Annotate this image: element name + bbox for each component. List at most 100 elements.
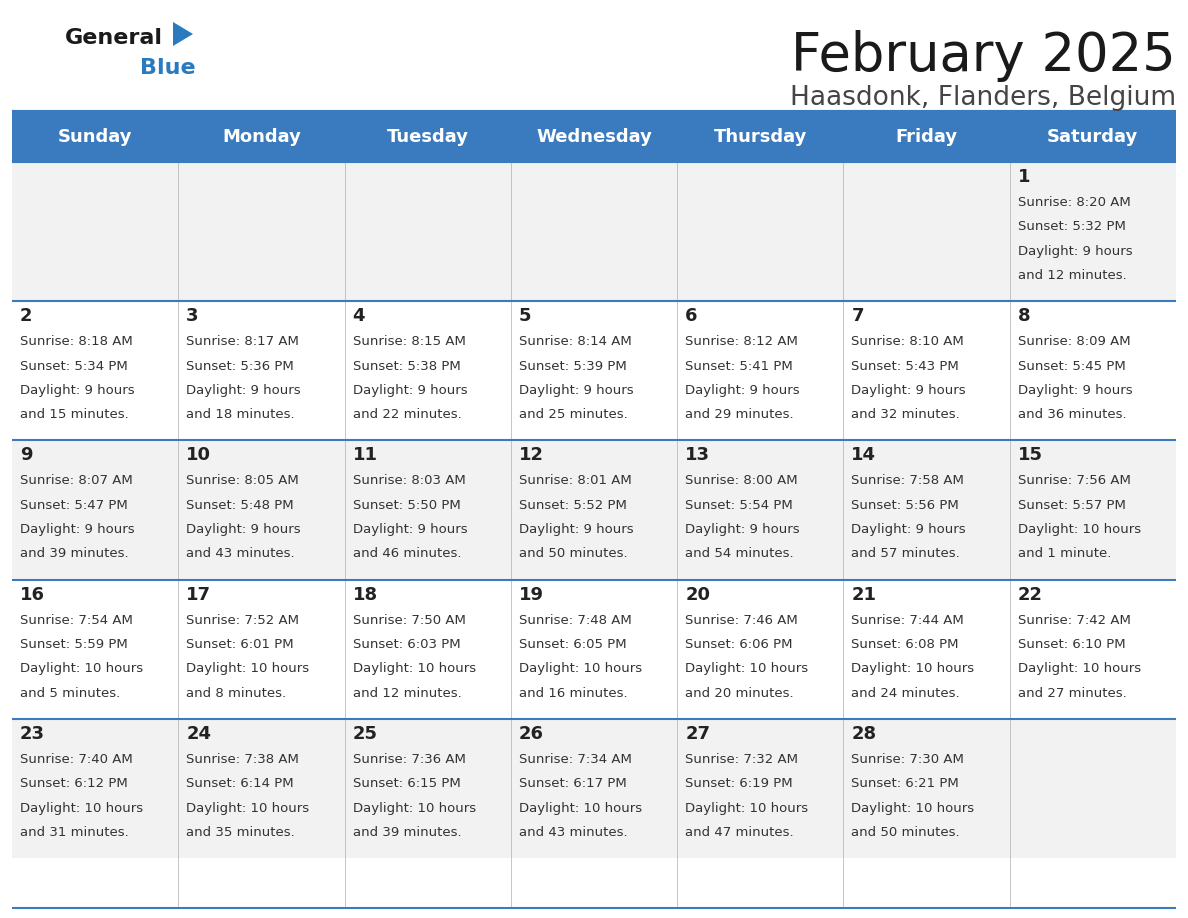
Bar [511, 162, 677, 301]
Text: Daylight: 9 hours: Daylight: 9 hours [187, 384, 301, 397]
Bar [1010, 162, 1176, 301]
Text: Daylight: 10 hours: Daylight: 10 hours [20, 801, 143, 814]
Text: and 27 minutes.: and 27 minutes. [1018, 687, 1126, 700]
Text: Daylight: 10 hours: Daylight: 10 hours [20, 662, 143, 676]
Text: Sunset: 6:08 PM: Sunset: 6:08 PM [852, 638, 959, 651]
Text: 14: 14 [852, 446, 877, 465]
Text: Daylight: 9 hours: Daylight: 9 hours [519, 523, 633, 536]
Bar [677, 719, 843, 858]
Bar [1010, 301, 1176, 441]
Text: and 32 minutes.: and 32 minutes. [852, 409, 960, 421]
Bar [178, 112, 345, 162]
Bar [843, 112, 1010, 162]
Text: 24: 24 [187, 725, 211, 743]
Text: 7: 7 [852, 308, 864, 325]
Bar [677, 301, 843, 441]
Text: and 50 minutes.: and 50 minutes. [852, 826, 960, 839]
Text: Daylight: 9 hours: Daylight: 9 hours [353, 384, 467, 397]
Bar [12, 441, 178, 579]
Bar [345, 162, 511, 301]
Text: Sunset: 5:59 PM: Sunset: 5:59 PM [20, 638, 128, 651]
Text: Friday: Friday [896, 128, 958, 146]
Text: Sunset: 5:56 PM: Sunset: 5:56 PM [852, 498, 959, 511]
Bar [677, 579, 843, 719]
Bar [1010, 441, 1176, 579]
Bar [345, 579, 511, 719]
Text: 19: 19 [519, 586, 544, 604]
Text: Sunset: 6:17 PM: Sunset: 6:17 PM [519, 778, 626, 790]
Bar [511, 441, 677, 579]
Text: Sunset: 6:06 PM: Sunset: 6:06 PM [685, 638, 792, 651]
Bar [511, 719, 677, 858]
Text: Sunrise: 8:17 AM: Sunrise: 8:17 AM [187, 335, 299, 348]
Text: Daylight: 9 hours: Daylight: 9 hours [685, 384, 800, 397]
Text: Sunset: 5:34 PM: Sunset: 5:34 PM [20, 360, 128, 373]
Text: Haasdonk, Flanders, Belgium: Haasdonk, Flanders, Belgium [790, 85, 1176, 111]
Text: and 47 minutes.: and 47 minutes. [685, 826, 794, 839]
Text: Daylight: 10 hours: Daylight: 10 hours [852, 662, 974, 676]
Bar [677, 162, 843, 301]
Text: Wednesday: Wednesday [536, 128, 652, 146]
Text: Daylight: 10 hours: Daylight: 10 hours [852, 801, 974, 814]
Text: and 35 minutes.: and 35 minutes. [187, 826, 295, 839]
Text: and 18 minutes.: and 18 minutes. [187, 409, 295, 421]
Text: Sunset: 6:12 PM: Sunset: 6:12 PM [20, 778, 128, 790]
Bar [345, 719, 511, 858]
Text: Sunset: 5:47 PM: Sunset: 5:47 PM [20, 498, 128, 511]
Bar [677, 441, 843, 579]
Text: Monday: Monday [222, 128, 301, 146]
Text: Sunrise: 7:40 AM: Sunrise: 7:40 AM [20, 753, 133, 766]
Text: Sunset: 5:39 PM: Sunset: 5:39 PM [519, 360, 626, 373]
Text: Saturday: Saturday [1048, 128, 1138, 146]
Text: Daylight: 10 hours: Daylight: 10 hours [1018, 662, 1140, 676]
Text: and 29 minutes.: and 29 minutes. [685, 409, 794, 421]
Bar [1010, 112, 1176, 162]
Text: and 5 minutes.: and 5 minutes. [20, 687, 120, 700]
Text: 4: 4 [353, 308, 365, 325]
Text: and 8 minutes.: and 8 minutes. [187, 687, 286, 700]
Text: Daylight: 9 hours: Daylight: 9 hours [519, 384, 633, 397]
Text: Tuesday: Tuesday [387, 128, 469, 146]
Text: 16: 16 [20, 586, 45, 604]
Bar [12, 579, 178, 719]
Text: Sunrise: 7:38 AM: Sunrise: 7:38 AM [187, 753, 299, 766]
Text: Daylight: 9 hours: Daylight: 9 hours [852, 523, 966, 536]
Text: Sunset: 6:19 PM: Sunset: 6:19 PM [685, 778, 792, 790]
Text: and 25 minutes.: and 25 minutes. [519, 409, 627, 421]
Text: Sunrise: 8:03 AM: Sunrise: 8:03 AM [353, 475, 466, 487]
Text: Sunrise: 8:20 AM: Sunrise: 8:20 AM [1018, 196, 1131, 209]
Text: Sunrise: 7:36 AM: Sunrise: 7:36 AM [353, 753, 466, 766]
Text: 18: 18 [353, 586, 378, 604]
Bar [345, 112, 511, 162]
Text: 3: 3 [187, 308, 198, 325]
Bar [178, 579, 345, 719]
Text: Sunrise: 8:07 AM: Sunrise: 8:07 AM [20, 475, 133, 487]
Text: Daylight: 10 hours: Daylight: 10 hours [519, 801, 642, 814]
Bar [345, 441, 511, 579]
Text: 20: 20 [685, 586, 710, 604]
Text: 6: 6 [685, 308, 697, 325]
Text: Sunset: 5:38 PM: Sunset: 5:38 PM [353, 360, 460, 373]
Text: Sunrise: 8:05 AM: Sunrise: 8:05 AM [187, 475, 299, 487]
Text: Sunset: 5:41 PM: Sunset: 5:41 PM [685, 360, 792, 373]
Text: and 1 minute.: and 1 minute. [1018, 547, 1111, 561]
Bar [511, 579, 677, 719]
Text: Sunset: 5:36 PM: Sunset: 5:36 PM [187, 360, 295, 373]
Text: and 57 minutes.: and 57 minutes. [852, 547, 960, 561]
Text: Sunrise: 8:01 AM: Sunrise: 8:01 AM [519, 475, 632, 487]
Text: and 36 minutes.: and 36 minutes. [1018, 409, 1126, 421]
Text: Daylight: 10 hours: Daylight: 10 hours [685, 662, 808, 676]
Text: and 39 minutes.: and 39 minutes. [353, 826, 461, 839]
Text: 22: 22 [1018, 586, 1043, 604]
Text: and 43 minutes.: and 43 minutes. [187, 547, 295, 561]
Text: and 31 minutes.: and 31 minutes. [20, 826, 128, 839]
Text: Daylight: 9 hours: Daylight: 9 hours [1018, 245, 1132, 258]
Bar [677, 112, 843, 162]
Bar [345, 301, 511, 441]
Text: and 39 minutes.: and 39 minutes. [20, 547, 128, 561]
Text: and 46 minutes.: and 46 minutes. [353, 547, 461, 561]
Text: Daylight: 10 hours: Daylight: 10 hours [187, 801, 309, 814]
Text: Daylight: 9 hours: Daylight: 9 hours [20, 384, 134, 397]
Text: February 2025: February 2025 [791, 30, 1176, 82]
Text: Daylight: 10 hours: Daylight: 10 hours [685, 801, 808, 814]
